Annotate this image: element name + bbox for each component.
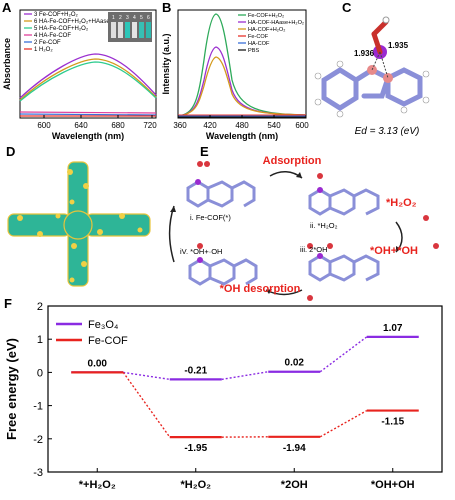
free-energy-chart: -3 -2 -1 0 1 2 *+H₂O₂ *H₂O₂ *2OH *OH+OH 0.00 -0.2…: [4, 301, 443, 491]
panel-a: A 600 640 680 720 Wavelength (nm) Absorb…: [0, 0, 160, 142]
f-legend-label: Fe₃O₄: [88, 319, 119, 331]
step-ohoh: *OH+*OH: [370, 245, 418, 257]
reaction-cycle-diagram: Adsorption *H₂O₂ *OH+*OH *OH desorption …: [168, 155, 439, 301]
spectrum-6: [19, 58, 157, 101]
f-ytick-label: 2: [37, 301, 43, 313]
a-ylabel: Absorbance: [2, 38, 12, 90]
energy-label: Ed = 3.13 (eV): [355, 126, 420, 137]
b-xtick-0: 360: [173, 121, 187, 130]
bond-length-2: 1.935: [388, 41, 409, 50]
state-2: ii. *H₂O₂: [310, 221, 338, 230]
b-legend-5: PBS: [248, 48, 259, 54]
spectrum-4: [19, 111, 157, 114]
f-plot-frame: [47, 305, 443, 473]
panel-label-e: E: [200, 144, 209, 159]
vial-number-6: 6: [147, 15, 150, 21]
f-ytick-label: -2: [33, 434, 43, 446]
panel-d: D: [0, 142, 160, 294]
step-adsorption: Adsorption: [263, 155, 322, 167]
b-spectrum-2: [177, 56, 307, 117]
state-3: iii. 2*OH: [300, 245, 328, 254]
a-legend-4: 2 Fe-COF: [34, 40, 61, 46]
f-connector: [122, 371, 171, 438]
f-connector: [319, 409, 368, 438]
f-category-label: *+H₂O₂: [79, 479, 116, 491]
f-value-label: 0.02: [285, 358, 305, 369]
b-xtick-2: 480: [235, 121, 249, 130]
vial-number-1: 1: [112, 15, 115, 21]
f-value-label: -0.21: [184, 365, 207, 376]
panel-label-a: A: [2, 0, 12, 15]
f-value-label: -1.15: [381, 417, 404, 428]
a-xtick-0: 600: [37, 121, 51, 130]
vial-number-3: 3: [126, 15, 129, 21]
b-xtick-4: 600: [295, 121, 309, 130]
f-value-label: 1.07: [383, 323, 403, 334]
a-xtick-1: 640: [74, 121, 88, 130]
f-value-label: 0.00: [88, 358, 108, 369]
a-legend-1: 6 HA-Fe-COF+H₂O₂+HAase: [34, 19, 110, 25]
f-category-label: *2OH: [281, 479, 308, 491]
molecule-model-c: 1.936 1.935 Ed = 3.13 (eV): [314, 16, 430, 137]
f-connector: [221, 371, 269, 381]
a-xlabel: Wavelength (nm): [52, 131, 124, 141]
f-category-label: *H₂O₂: [180, 479, 211, 491]
a-legend-2: 5 HA-Fe-COF+H₂O₂: [34, 26, 89, 32]
b-ylabel: Intensity (a.u.): [161, 33, 171, 94]
b-legend-1: HA-COF-HAase+H₂O₂: [248, 20, 304, 26]
bond-length-1: 1.936: [354, 49, 375, 58]
panel-c: C 1.936 1.935 Ed = 3.13 (eV): [312, 0, 455, 142]
f-legend-label: Fe-COF: [88, 335, 128, 347]
b-legend-3: Fe-COF: [248, 34, 269, 40]
a-xtick-3: 720: [143, 121, 157, 130]
step-desorption: *OH desorption: [220, 283, 301, 295]
vials-inset-photo: 1 2 3 4 5 6: [108, 12, 152, 42]
f-ytick-label: 0: [37, 367, 43, 379]
step-h2o2: *H₂O₂: [386, 197, 417, 209]
panel-a-plot: 600 640 680 720 Wavelength (nm) Absorban…: [2, 9, 157, 141]
panel-b-plot: 360 420 480 540 600 Wavelength (nm) Inte…: [161, 9, 309, 141]
a-legend-3: 4 HA-Fe-COF: [34, 33, 71, 39]
b-spectrum-0: [177, 13, 307, 117]
f-value-label: -1.94: [283, 443, 306, 454]
panel-label-f: F: [4, 296, 12, 311]
b-xtick-1: 420: [203, 121, 217, 130]
b-xtick-3: 540: [267, 121, 281, 130]
vial-number-4: 4: [133, 15, 136, 21]
f-ylabel: Free energy (eV): [4, 338, 19, 440]
f-ytick-label: -1: [33, 401, 43, 413]
panel-label-d: D: [6, 144, 16, 159]
b-legend-2: HA-COF+H₂O₂: [248, 27, 285, 33]
f-ytick-label: -3: [33, 467, 43, 479]
panel-b: B 360 420 480 540 600 Wavelength (nm) In…: [160, 0, 310, 142]
panel-f: F -3 -2 -1 0 1 2 *+H₂O₂ *H₂O₂ *2OH *OH+OH 0.00 -0…: [0, 296, 455, 500]
spectrum-3: [19, 53, 157, 99]
b-legend-4: HA-COF: [248, 41, 270, 47]
spectrum-2: [19, 113, 157, 116]
f-connector: [319, 336, 368, 373]
state-4: iV. *OH+·OH: [180, 247, 222, 256]
b-xlabel: Wavelength (nm): [206, 131, 278, 141]
panel-label-c: C: [342, 0, 352, 15]
vial-number-5: 5: [140, 15, 143, 21]
f-category-label: *OH+OH: [371, 479, 415, 491]
f-ytick-label: 1: [37, 334, 43, 346]
a-legend-5: 1 H₂O₂: [34, 47, 53, 53]
spectrum-5: [19, 61, 157, 102]
vial-number-2: 2: [119, 15, 122, 21]
charge-density-map: [7, 161, 151, 287]
state-1: i. Fe-COF(*): [190, 213, 231, 222]
panel-label-b: B: [162, 0, 172, 15]
f-connector: [123, 371, 170, 381]
f-value-label: -1.95: [184, 443, 207, 454]
a-xtick-2: 680: [111, 121, 125, 130]
panel-e: E Adsorption *H₂O₂ *OH+*OH: [160, 142, 455, 302]
b-legend-0: Fe-COF+H₂O₂: [248, 13, 284, 19]
b-spectrum-1: [177, 46, 307, 117]
a-legend-0: 3 Fe-COF+H₂O₂: [34, 12, 79, 18]
